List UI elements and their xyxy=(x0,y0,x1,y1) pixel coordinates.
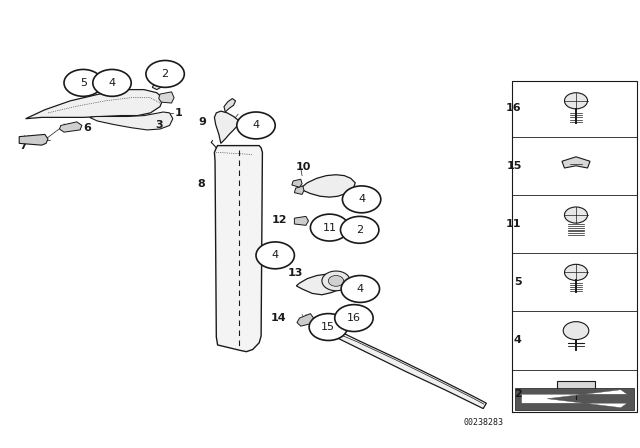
Circle shape xyxy=(256,242,294,269)
Polygon shape xyxy=(301,175,355,197)
FancyBboxPatch shape xyxy=(557,381,595,395)
Text: 4: 4 xyxy=(108,78,116,88)
Circle shape xyxy=(309,314,348,340)
Polygon shape xyxy=(90,112,173,130)
Text: 4: 4 xyxy=(358,194,365,204)
Text: 15: 15 xyxy=(321,322,335,332)
Text: 4: 4 xyxy=(514,336,522,345)
Polygon shape xyxy=(214,146,262,352)
Text: 4: 4 xyxy=(271,250,279,260)
Text: 7: 7 xyxy=(19,142,27,151)
Text: 2: 2 xyxy=(514,389,522,399)
Text: 00238283: 00238283 xyxy=(463,418,503,426)
Polygon shape xyxy=(562,157,590,168)
Text: 11: 11 xyxy=(506,219,522,229)
Polygon shape xyxy=(26,90,163,119)
Circle shape xyxy=(340,216,379,243)
Text: 11: 11 xyxy=(323,223,337,233)
Polygon shape xyxy=(522,390,627,408)
Polygon shape xyxy=(19,134,48,145)
Circle shape xyxy=(322,271,350,291)
Polygon shape xyxy=(214,111,239,143)
Text: 5: 5 xyxy=(514,277,522,287)
Text: 6: 6 xyxy=(83,123,91,133)
Circle shape xyxy=(237,112,275,139)
Polygon shape xyxy=(60,122,82,132)
Text: 14: 14 xyxy=(271,313,287,323)
Text: 10: 10 xyxy=(296,162,311,172)
Text: 2: 2 xyxy=(356,225,364,235)
Circle shape xyxy=(563,322,589,340)
Polygon shape xyxy=(152,78,170,90)
Circle shape xyxy=(93,69,131,96)
Text: 16: 16 xyxy=(347,313,361,323)
Circle shape xyxy=(564,264,588,280)
Polygon shape xyxy=(296,274,344,295)
Text: 15: 15 xyxy=(506,161,522,171)
Polygon shape xyxy=(292,179,302,187)
Text: 4: 4 xyxy=(252,121,260,130)
Text: 5: 5 xyxy=(80,78,86,88)
Circle shape xyxy=(310,214,349,241)
Text: 12: 12 xyxy=(271,215,287,224)
Polygon shape xyxy=(515,388,634,410)
Circle shape xyxy=(146,60,184,87)
Text: 16: 16 xyxy=(506,103,522,112)
Polygon shape xyxy=(159,92,174,103)
Text: 2: 2 xyxy=(161,69,169,79)
Polygon shape xyxy=(294,216,308,225)
Circle shape xyxy=(328,276,344,286)
Text: 9: 9 xyxy=(198,117,206,127)
Text: 4: 4 xyxy=(356,284,364,294)
Polygon shape xyxy=(224,99,236,112)
Circle shape xyxy=(341,276,380,302)
Polygon shape xyxy=(294,186,304,194)
Text: 13: 13 xyxy=(288,268,303,278)
Text: 3: 3 xyxy=(155,120,163,129)
Circle shape xyxy=(335,305,373,332)
Circle shape xyxy=(564,93,588,109)
Polygon shape xyxy=(317,323,486,409)
Circle shape xyxy=(342,186,381,213)
Circle shape xyxy=(564,207,588,223)
Text: 8: 8 xyxy=(197,179,205,189)
Text: 1: 1 xyxy=(175,108,182,118)
Polygon shape xyxy=(297,314,314,326)
Circle shape xyxy=(64,69,102,96)
